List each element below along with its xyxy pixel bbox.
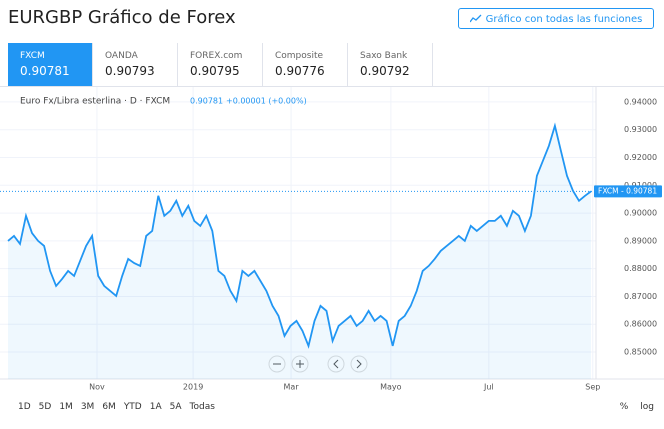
x-tick-label: Nov [89, 383, 105, 392]
area-fill [8, 125, 591, 379]
x-tick-label: Mar [284, 383, 300, 392]
x-tick-label: Jul [483, 383, 494, 392]
chart-frame: Euro Fx/Libra esterlina · D · FXCM 0.907… [0, 86, 664, 401]
full-chart-button[interactable]: Gráfico con todas las funciones [458, 8, 654, 29]
y-tick-label: 0.94000 [624, 97, 657, 106]
range-button[interactable]: 1M [59, 402, 73, 412]
range-button[interactable]: 5D [38, 402, 52, 412]
tabs: FXCM 0.90781 OANDA 0.90793 FOREX.com 0.90795 C… [8, 43, 434, 86]
scroll-left[interactable] [327, 355, 345, 373]
y-tick-label: 0.89000 [624, 236, 657, 245]
source-tab[interactable]: Saxo Bank 0.90792 [348, 43, 433, 86]
tab-value: 0.90792 [360, 64, 410, 78]
range-button[interactable]: YTD [123, 402, 142, 412]
source-tab[interactable]: Composite 0.90776 [263, 43, 348, 86]
last-price-tag [594, 185, 662, 198]
zoom-controls [268, 355, 368, 373]
legend-change: +0.00001 (+0.00%) [226, 97, 307, 106]
scale-button[interactable]: log [640, 402, 654, 412]
range-button[interactable]: 1D [18, 402, 31, 412]
icon [356, 359, 362, 369]
range-button[interactable]: 1A [149, 402, 162, 412]
source-tab[interactable]: FXCM 0.90781 [8, 43, 93, 86]
y-tick-label: 0.88000 [624, 264, 657, 273]
scale-toolbar: % log [620, 402, 654, 412]
scale-button[interactable]: % [619, 402, 629, 412]
tab-name: Composite [275, 51, 324, 61]
icon [296, 360, 304, 368]
range-button[interactable]: Todas [189, 402, 215, 412]
button-label: Gráfico con todas las funciones [485, 14, 643, 25]
page-title: EURGBP Gráfico de Forex [8, 7, 236, 28]
tab-value: 0.90776 [275, 64, 325, 78]
chart: Euro Fx/Libra esterlina · D · FXCM 0.907… [0, 87, 664, 392]
y-tick-label: 0.91000 [624, 181, 657, 190]
tab-name: FXCM [20, 51, 45, 61]
x-tick-label: Sep [585, 383, 600, 392]
y-tick-label: 0.86000 [624, 320, 657, 329]
tab-value: 0.90781 [20, 64, 70, 78]
y-tick-label: 0.93000 [624, 125, 657, 134]
tab-value: 0.90793 [105, 64, 155, 78]
source-tab[interactable]: OANDA 0.90793 [93, 43, 178, 86]
x-tick-label: 2019 [183, 383, 203, 392]
tab-name: FOREX.com [190, 51, 243, 61]
last-price-label: FXCM - 0.90781 [598, 186, 657, 195]
range-button[interactable]: 5A [169, 402, 182, 412]
scroll-right[interactable] [350, 355, 368, 373]
range-toolbar: 1D 5D 1M 3M 6M YTD 1A 5A Todas [18, 402, 215, 412]
tab-name: OANDA [105, 51, 138, 61]
x-tick-label: Mayo [380, 383, 402, 392]
source-tab[interactable]: FOREX.com 0.90795 [178, 43, 263, 86]
y-tick-label: 0.90000 [624, 209, 657, 218]
series-title: Euro Fx/Libra esterlina · D · FXCM [20, 97, 170, 107]
price-line [7, 122, 592, 349]
y-tick-label: 0.85000 [624, 348, 657, 357]
range-button[interactable]: 3M [80, 402, 95, 412]
icon [333, 359, 339, 369]
legend-value: 0.90781 [190, 97, 223, 106]
y-tick-label: 0.92000 [624, 153, 657, 162]
y-tick-label: 0.87000 [624, 292, 657, 301]
icon [469, 14, 482, 23]
tab-value: 0.90795 [190, 64, 240, 78]
range-button[interactable]: 6M [102, 402, 116, 412]
tab-name: Saxo Bank [360, 51, 408, 61]
